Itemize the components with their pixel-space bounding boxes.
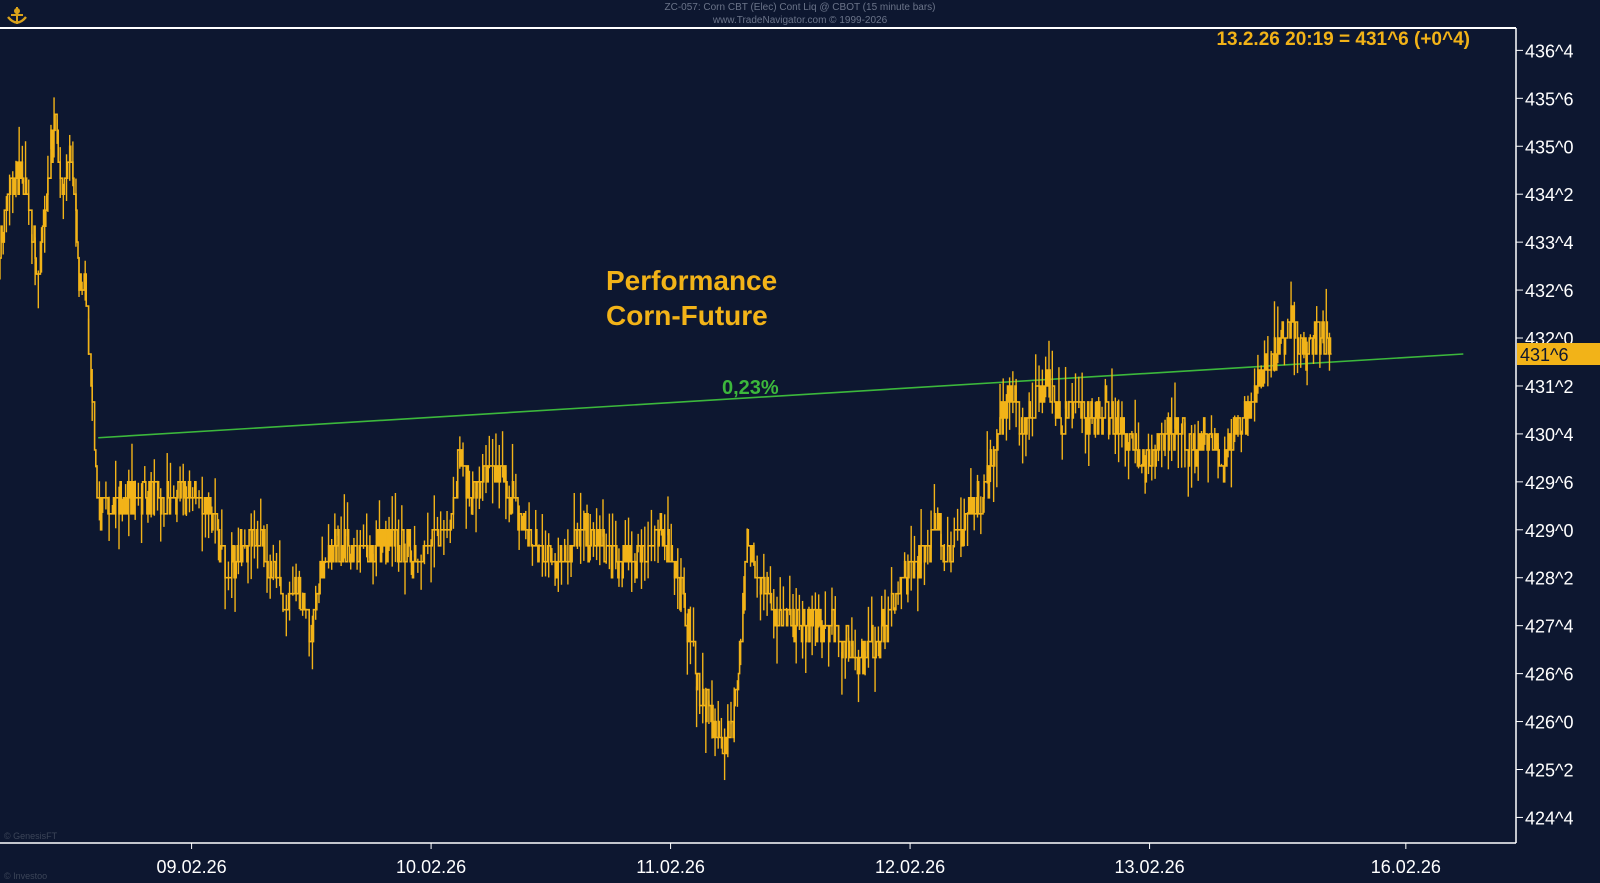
y-tick-label: 425^2 <box>1525 760 1574 780</box>
y-tick-label: 434^2 <box>1525 185 1574 205</box>
price-series-layer <box>0 97 1332 781</box>
x-axis: 09.02.26 10.02.26 11.02.26 12.02.26 13.02.26… <box>157 843 1441 877</box>
chart-annotation-title: Performance Corn-Future <box>606 263 777 333</box>
x-tick-label: 13.02.26 <box>1115 857 1185 877</box>
chart-symbol-header: ZC-057: Corn CBT (Elec) Cont Liq @ CBOT … <box>664 2 936 13</box>
y-tick-label: 436^4 <box>1525 41 1574 61</box>
annotation-title-line1: Performance <box>606 265 778 296</box>
last-price-badge-label: 431^6 <box>1520 345 1569 365</box>
x-tick-label: 09.02.26 <box>157 857 227 877</box>
x-tick-label: 10.02.26 <box>396 857 466 877</box>
y-tick-label: 435^0 <box>1525 137 1574 157</box>
x-tick-label: 11.02.26 <box>636 857 705 877</box>
y-tick-label: 431^2 <box>1525 377 1574 397</box>
price-series-line <box>0 113 1332 755</box>
y-tick-label: 435^6 <box>1525 89 1574 109</box>
y-tick-label: 433^4 <box>1525 233 1574 253</box>
y-tick-label: 426^6 <box>1525 665 1574 685</box>
y-tick-label: 429^0 <box>1525 521 1574 541</box>
y-tick-label: 424^4 <box>1525 808 1574 828</box>
plot-frame <box>0 27 1517 844</box>
y-tick-label: 430^4 <box>1525 425 1574 445</box>
y-tick-label: 428^2 <box>1525 569 1574 589</box>
y-tick-label: 429^6 <box>1525 473 1574 493</box>
trade-navigator-logo-icon <box>7 7 27 24</box>
y-axis: 424^4 425^2 426^0 426^6 427^4 428^2 429^0 429^6… <box>1516 41 1574 828</box>
y-tick-label: 427^4 <box>1525 617 1574 637</box>
trend-line-layer <box>98 353 1464 439</box>
x-tick-label: 16.02.26 <box>1371 857 1441 877</box>
last-quote-label: 13.2.26 20:19 = 431^6 (+0^4) <box>1216 29 1470 50</box>
chart-copyright-header: www.TradeNavigator.com © 1999-2026 <box>712 15 888 26</box>
y-tick-label: 432^6 <box>1525 281 1574 301</box>
x-tick-label: 12.02.26 <box>875 857 945 877</box>
watermark-genesis: © GenesisFT <box>4 831 58 841</box>
annotation-title-line2: Corn-Future <box>606 300 768 331</box>
y-tick-label: 426^0 <box>1525 713 1574 733</box>
last-price-badge: 431^6 <box>1517 343 1600 365</box>
watermark-investoo: © Investoo <box>4 871 48 881</box>
last-price-badge-bg <box>1517 343 1600 365</box>
trend-line <box>98 353 1464 439</box>
performance-label: 0,23% <box>722 377 779 399</box>
